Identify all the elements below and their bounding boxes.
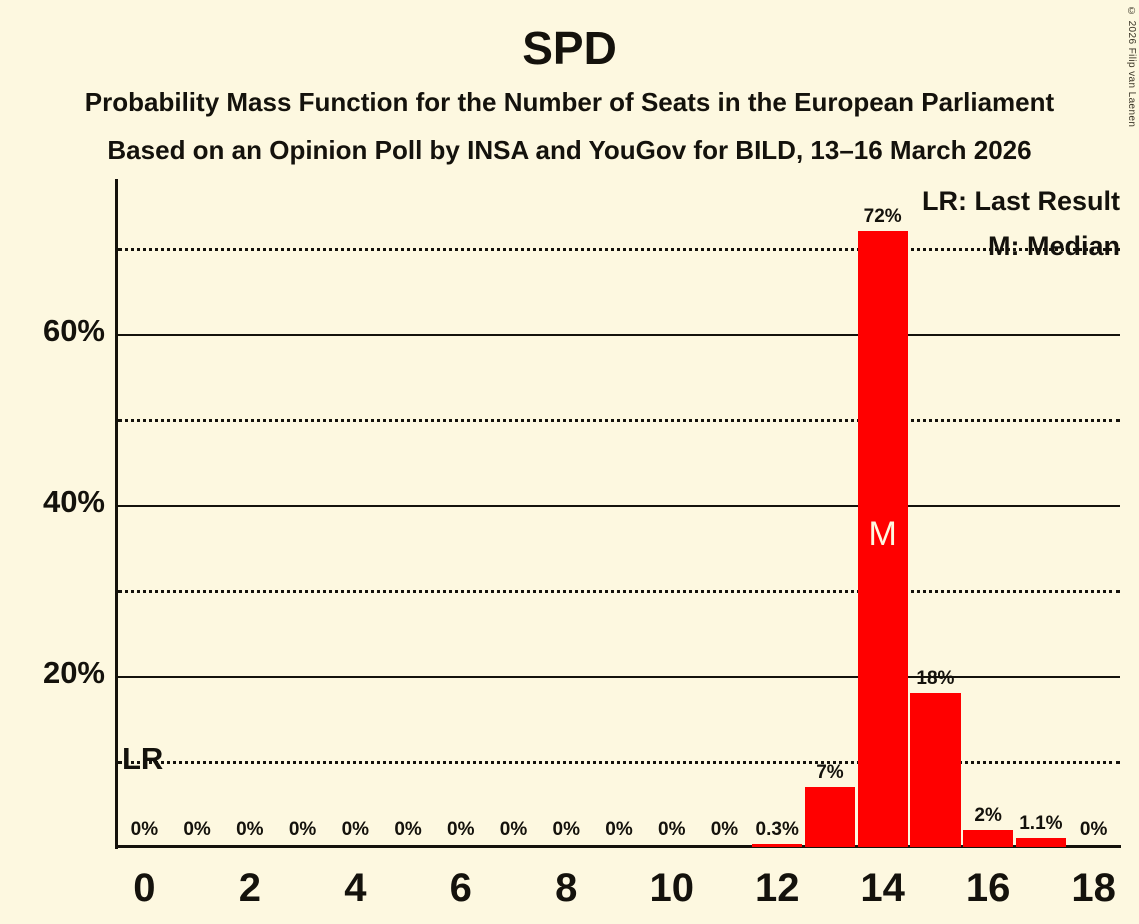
x-axis-line xyxy=(115,845,1121,848)
x-axis-tick-label: 6 xyxy=(449,866,472,910)
bar-value-label: 0% xyxy=(183,819,211,840)
x-axis-tick-label: 2 xyxy=(238,866,261,910)
bar-value-label: 0% xyxy=(236,819,264,840)
x-axis-tick-label: 18 xyxy=(1071,866,1116,910)
bar-value-label: 7% xyxy=(816,762,844,784)
plot-area: 0% 0% 0% 0% 0% 0% 0% 0% 0% 0% 0% 0% 0.3% 7% 72% 18% 2% 1.… xyxy=(118,180,1120,847)
bar-value-label: 0% xyxy=(710,819,739,840)
legend-last-result: LR: Last Result xyxy=(921,186,1120,216)
chart-source-subtitle: Based on an Opinion Poll by INSA and You… xyxy=(107,135,1032,165)
bar xyxy=(1015,837,1067,847)
bar-value-label: 0% xyxy=(552,819,580,840)
bar-value-label: 0% xyxy=(605,819,633,840)
x-axis-tick-label: 8 xyxy=(555,866,578,910)
bar xyxy=(752,844,803,847)
y-axis-tick-label: 40% xyxy=(42,483,105,519)
page-title: SPD xyxy=(522,22,617,74)
bar xyxy=(804,787,856,847)
x-axis-tick-label: 4 xyxy=(344,866,367,910)
x-axis-tick-label: 0 xyxy=(133,866,156,910)
chart-subtitle: Probability Mass Function for the Number… xyxy=(84,87,1055,117)
gridline-dotted xyxy=(118,419,1120,423)
bar-value-label: 0% xyxy=(1079,819,1108,840)
bar-value-label: 0% xyxy=(288,819,317,840)
bar-value-label: 0% xyxy=(447,819,475,840)
bar xyxy=(962,829,1014,847)
y-axis-line xyxy=(115,179,118,849)
bar-value-label: 0% xyxy=(394,819,422,840)
gridline-dotted xyxy=(118,248,1120,252)
bar-value-label: 2% xyxy=(974,804,1002,826)
bar xyxy=(857,231,908,847)
x-axis-tick-label: 14 xyxy=(860,866,905,910)
gridline-solid xyxy=(118,333,1120,336)
bar-value-label: 0% xyxy=(130,819,159,840)
y-axis-tick-label: 60% xyxy=(42,312,105,348)
gridline-solid xyxy=(118,675,1120,678)
gridline-dotted xyxy=(118,761,1120,765)
bar-value-label: 0% xyxy=(341,819,370,840)
legend-median: M: Median xyxy=(988,231,1120,261)
last-result-marker: LR xyxy=(122,741,164,777)
bar-value-label: 1.1% xyxy=(1019,812,1063,834)
x-axis-tick-label: 12 xyxy=(754,866,800,910)
copyright-notice: © 2026 Filip van Laenen xyxy=(1126,6,1137,128)
gridline-dotted xyxy=(118,590,1120,594)
bar xyxy=(910,693,961,847)
x-axis-tick-label: 16 xyxy=(965,866,1011,910)
x-axis-tick-label: 10 xyxy=(649,866,694,910)
bar-value-label: 72% xyxy=(863,206,902,228)
bar-value-label: 0% xyxy=(499,819,528,840)
y-axis-tick-label: 20% xyxy=(42,654,105,690)
bar-value-label: 0.3% xyxy=(755,819,799,840)
bar-value-label: 0% xyxy=(658,819,686,840)
median-marker: M xyxy=(868,515,897,554)
gridline-solid xyxy=(118,504,1120,507)
bar-value-label: 18% xyxy=(916,668,955,690)
